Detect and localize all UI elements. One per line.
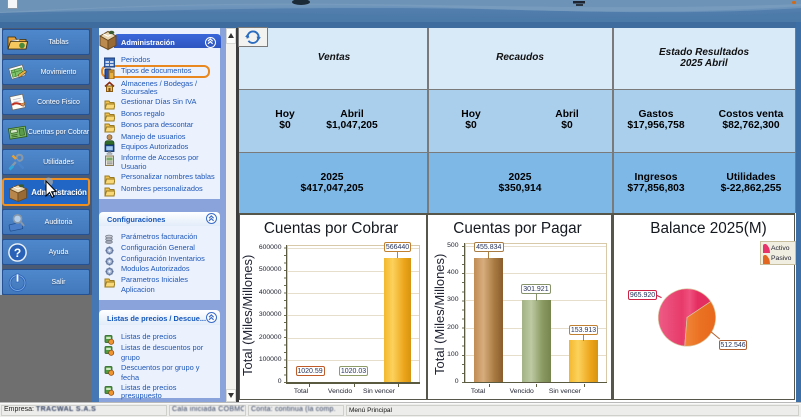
svg-text:?: ? <box>14 246 21 260</box>
